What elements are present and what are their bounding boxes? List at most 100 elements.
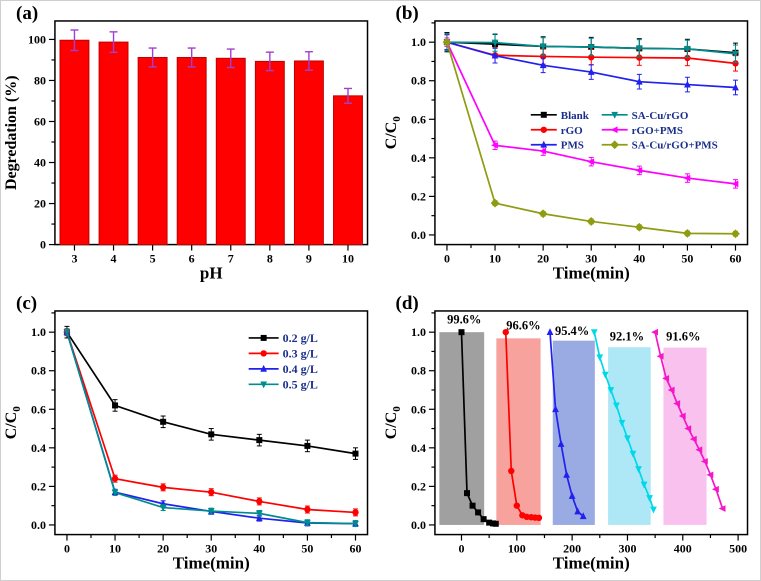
legend-label: 0.4 g/L [283,361,318,375]
svg-text:0: 0 [40,238,46,252]
svg-text:50: 50 [681,252,693,266]
svg-text:9: 9 [306,252,312,266]
series-0.5 g/L [63,328,359,528]
panel-d-chart: 0.0 0.2 0.4 0.6 0.8 1.0 0 100 200 300 400 500 99.6% 9… [382,309,748,572]
bar-ph-3 [59,39,90,246]
svg-text:100: 100 [507,541,525,555]
panel-c-chart: 0.00.20.40.60.81.00 10 20 30 40 50 600.2 g/L0.… [3,309,369,572]
series-cycle-3 [546,327,587,519]
axis-ticks [48,311,357,541]
series-SA-Cu/rGO [443,32,739,63]
svg-text:7: 7 [228,252,234,266]
svg-text:0.6: 0.6 [410,112,425,126]
svg-text:60: 60 [729,252,741,266]
svg-text:1.0: 1.0 [410,35,425,49]
cycle-percent-label: 99.6% [447,312,481,326]
y-axis-label: C/C0 [382,116,402,150]
bar-error [265,51,274,72]
y-axis-label: Degredation (%) [3,75,20,190]
legend-label: 0.3 g/L [283,346,318,360]
panel-a-label: (a) [16,3,39,24]
bar-ph-10 [333,95,363,246]
tick-labels: 0.0 0.2 0.4 0.6 0.8 1.0 0 100 200 300 400 500 [410,325,746,555]
legend-label: 0.5 g/L [283,377,318,391]
svg-text:300: 300 [618,541,636,555]
legend-label: SA-Cu/rGO+PMS [631,140,717,152]
svg-text:40: 40 [633,252,645,266]
svg-text:0.4: 0.4 [31,440,46,454]
svg-text:0.0: 0.0 [31,517,46,531]
bar-ph-4 [98,41,129,246]
panel-b: (b) 0.0 0.2 0.4 0.6 0.8 1.0 0 10 20 30 40 50 60 Blank… [381,1,761,291]
svg-text:0.4: 0.4 [410,440,425,454]
cycle-region [495,337,541,525]
chart-b: 0.0 0.2 0.4 0.6 0.8 1.0 0 10 20 30 40 50 60 Blank rGO P… [382,20,748,283]
bar-error [187,47,196,68]
bar-ph-8 [254,60,285,246]
svg-text:500: 500 [729,541,747,555]
svg-text:10: 10 [489,252,501,266]
legend-label: SA-Cu/rGO [631,110,688,122]
svg-text:10: 10 [342,252,354,266]
series-cycle-1 [457,328,499,527]
panel-b-chart: 0.0 0.2 0.4 0.6 0.8 1.0 0 10 20 30 40 50 60 Blank rGO P… [382,20,748,283]
svg-text:0: 0 [64,541,70,555]
bar-error [148,47,157,68]
svg-text:1.0: 1.0 [410,325,425,339]
svg-text:0: 0 [458,541,464,555]
svg-text:10: 10 [109,541,121,555]
svg-text:50: 50 [301,541,313,555]
axis-ticks [428,22,736,251]
plot-frame [433,309,748,535]
svg-text:200: 200 [563,541,581,555]
legend-label: Blank [560,110,589,122]
panel-b-label: (b) [395,3,419,24]
svg-text:0.0: 0.0 [410,517,425,531]
legend-label: 0.2 g/L [283,330,318,344]
panel-a: (a) 0 20 40 60 80 100 3 4 5 6 7 8 9 10 pH Degredation (… [1,1,381,291]
tick-labels: 0.0 0.2 0.4 0.6 0.8 1.0 0 10 20 30 40 50 60 [31,325,362,555]
svg-text:0.2: 0.2 [410,479,425,493]
series-cycle-2 [502,328,542,521]
chart-d: 0.0 0.2 0.4 0.6 0.8 1.0 0 100 200 300 400 500 99.6% 9… [382,309,748,572]
plot-frame [54,20,369,246]
svg-text:6: 6 [189,252,195,266]
bar-ph-9 [293,60,324,246]
panel-d-label: (d) [395,292,419,314]
svg-text:60: 60 [34,114,46,128]
bar-ph-5 [137,56,168,246]
svg-text:20: 20 [537,252,549,266]
series-0.3 g/L [63,327,359,516]
series-cycle-5 [650,328,725,512]
svg-text:0.0: 0.0 [410,228,425,242]
svg-text:0.4: 0.4 [410,151,425,165]
bar-error [70,29,79,52]
chart-c: 0.00.20.40.60.81.00 10 20 30 40 50 600.2 g/L0.… [3,309,369,572]
bar-ph-7 [215,57,246,246]
svg-text:30: 30 [585,252,597,266]
svg-text:0: 0 [443,252,449,266]
cycle-percent-label: 96.6% [506,318,540,332]
svg-text:0.8: 0.8 [410,74,425,88]
tick-labels: 0 20 40 60 80 100 3 4 5 6 7 8 9 10 [28,32,354,265]
x-axis-label: Time(min) [173,553,250,572]
panel-c-label: (c) [16,292,38,314]
svg-text:0.8: 0.8 [31,363,46,377]
cycle-percent-label: 95.4% [554,324,588,338]
x-axis-label: Time(min) [552,264,629,283]
legend-label: PMS [560,140,583,152]
svg-text:80: 80 [34,73,46,87]
chart-a: 0 20 40 60 80 100 3 4 5 6 7 8 9 10 pH Degredation (%) [3,20,369,283]
bar-error [109,31,118,54]
panel-d: (d) 0.0 0.2 0.4 0.6 0.8 1.0 0 100 200 300 400 500 99… [381,291,761,581]
bar-error [343,87,352,104]
svg-text:20: 20 [157,541,169,555]
legend: 0.2 g/L 0.3 g/L0.4 g/L 0.5 g/L [248,330,318,391]
svg-text:0.6: 0.6 [410,402,425,416]
x-axis-label: pH [200,264,223,283]
panel-c: (c) 0.0 0.2 0.4 0.6 0.8 1.0 0 10 20 30 40 50 60 0.2 g… [1,291,381,581]
svg-text:40: 40 [253,541,265,555]
svg-text:8: 8 [267,252,273,266]
series-cycle-4 [590,328,657,514]
legend-label: rGO+PMS [631,125,682,137]
